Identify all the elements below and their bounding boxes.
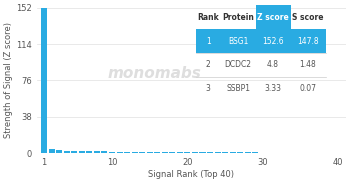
FancyBboxPatch shape [196, 29, 220, 53]
Text: SSBP1: SSBP1 [226, 84, 250, 93]
Bar [237, 152, 243, 153]
Text: S score: S score [292, 13, 324, 22]
Text: Z score: Z score [257, 13, 289, 22]
Text: monomabs: monomabs [107, 66, 201, 81]
Bar [207, 152, 213, 153]
Bar [252, 152, 258, 153]
Bar [79, 151, 85, 153]
Text: 152.6: 152.6 [262, 37, 284, 46]
Text: 4.8: 4.8 [267, 60, 279, 70]
Text: BSG1: BSG1 [228, 37, 248, 46]
Bar [139, 152, 145, 153]
Bar [49, 149, 55, 153]
X-axis label: Signal Rank (Top 40): Signal Rank (Top 40) [148, 170, 234, 179]
Text: 147.8: 147.8 [297, 37, 319, 46]
FancyBboxPatch shape [256, 29, 290, 53]
Bar [267, 152, 273, 153]
FancyBboxPatch shape [256, 5, 290, 29]
Bar [124, 152, 130, 153]
Text: 0.07: 0.07 [300, 84, 316, 93]
Bar [192, 152, 198, 153]
Bar [94, 151, 100, 153]
Bar [64, 150, 70, 153]
Text: 2: 2 [206, 60, 211, 70]
Text: Protein: Protein [222, 13, 254, 22]
FancyBboxPatch shape [220, 29, 256, 53]
Text: DCDC2: DCDC2 [224, 60, 252, 70]
Bar [132, 152, 138, 153]
FancyBboxPatch shape [290, 29, 326, 53]
Bar [230, 152, 236, 153]
Bar [41, 7, 47, 153]
Bar [260, 152, 266, 153]
Y-axis label: Strength of Signal (Z score): Strength of Signal (Z score) [4, 23, 13, 138]
Bar [71, 151, 77, 153]
Text: Rank: Rank [197, 13, 219, 22]
Bar [154, 152, 160, 153]
Bar [109, 152, 115, 153]
Bar [56, 150, 62, 153]
Text: 3.33: 3.33 [265, 84, 281, 93]
Bar [162, 152, 168, 153]
Bar [169, 152, 175, 153]
Text: 1.48: 1.48 [300, 60, 316, 70]
Bar [222, 152, 228, 153]
Bar [215, 152, 220, 153]
Bar [199, 152, 205, 153]
Text: 1: 1 [206, 37, 211, 46]
Bar [86, 151, 92, 153]
Bar [177, 152, 183, 153]
Bar [117, 152, 122, 153]
Bar [102, 152, 107, 153]
Bar [245, 152, 251, 153]
Bar [147, 152, 153, 153]
Bar [184, 152, 190, 153]
Text: 3: 3 [206, 84, 211, 93]
